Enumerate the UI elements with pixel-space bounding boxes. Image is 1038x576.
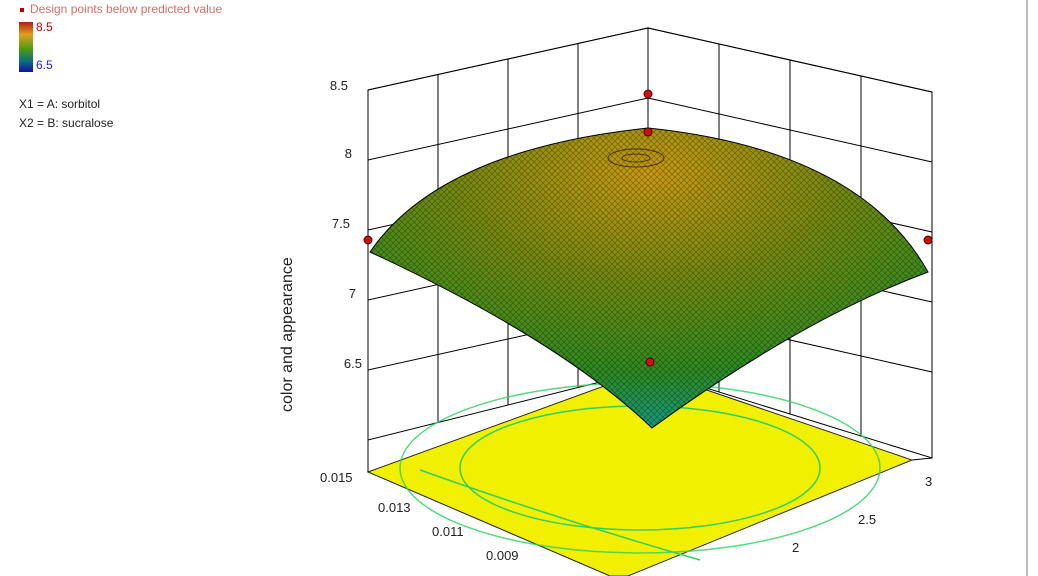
x1-tick-label: 0.009 (486, 548, 519, 563)
axes-frame (367, 440, 933, 472)
x2-tick-label: 2.5 (858, 512, 876, 527)
x2-factor-label: X2 = B: sucralose (19, 116, 114, 130)
design-points-note: Design points below predicted value (30, 2, 223, 16)
z-gridline-left (367, 27, 649, 91)
x1-tick-label: 0.013 (378, 500, 411, 515)
z-tick-label: 8 (345, 146, 352, 161)
z-gridline-left (367, 97, 649, 161)
design-point-marker-icon (20, 8, 24, 12)
x1-tick-label: 0.011 (432, 524, 464, 539)
colorbar-min-label: 6.5 (36, 58, 53, 72)
design-point (645, 357, 655, 367)
z-tick-label: 8.5 (330, 78, 348, 93)
design-point (923, 235, 933, 245)
z-gridline-right (647, 27, 933, 93)
x1-axis-ticks: 0.015 0.013 0.011 0.009 (320, 470, 519, 563)
z-tick-label: 7 (349, 286, 356, 301)
x1-tick-label: 0.015 (320, 470, 353, 485)
x2-axis-ticks: 3 2.5 2 (792, 474, 932, 555)
z-tick-label: 7.5 (332, 216, 350, 231)
frame-border (1026, 0, 1028, 576)
design-points (363, 89, 933, 367)
z-axis-title: color and appearance (279, 257, 296, 412)
design-point (643, 127, 653, 137)
colorbar (19, 22, 33, 72)
z-tick-label: 6.5 (344, 356, 362, 371)
design-point (643, 89, 653, 99)
z-axis-ticks: 8.5 8 7.5 7 6.5 (330, 78, 362, 371)
colorbar-max-label: 8.5 (36, 20, 53, 34)
x2-tick-label: 2 (792, 540, 799, 555)
z-gridline-right (647, 97, 933, 163)
x2-tick-label: 3 (925, 474, 932, 489)
x1-factor-label: X1 = A: sorbitol (19, 97, 101, 111)
design-point (363, 235, 373, 245)
response-surface (369, 127, 929, 429)
